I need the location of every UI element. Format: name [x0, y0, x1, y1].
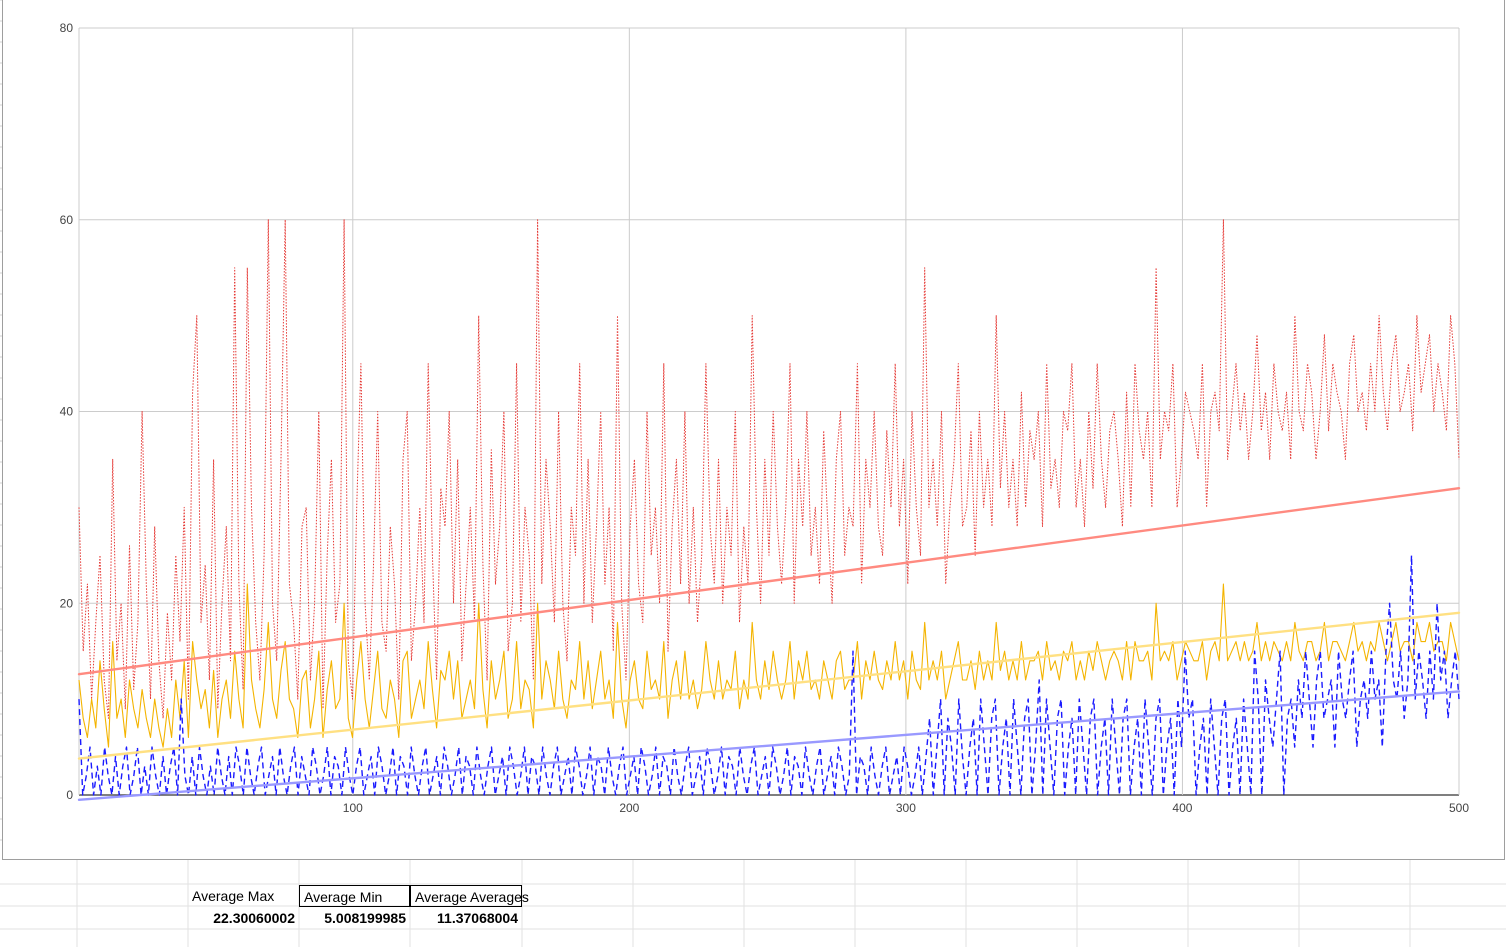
y-tick-label: 80	[60, 21, 74, 35]
trendline-1	[77, 487, 1461, 676]
x-tick-label: 200	[619, 801, 639, 815]
x-tick-label: 500	[1449, 801, 1469, 815]
value-average-max[interactable]: 22.30060002	[213, 910, 295, 926]
y-tick-label: 20	[60, 596, 74, 610]
header-average-min[interactable]: Average Min	[299, 885, 410, 907]
series-line-2	[78, 583, 1460, 748]
trendline-2	[77, 611, 1461, 760]
header-average-max[interactable]: Average Max	[192, 888, 275, 904]
x-tick-label: 100	[343, 801, 363, 815]
value-average-averages[interactable]: 11.37068004	[437, 910, 518, 926]
y-tick-label: 60	[60, 213, 74, 227]
chart-panel[interactable]: 0 20 40 60 80 100 200 300 400 500	[2, 0, 1505, 860]
y-tick-label: 40	[60, 405, 74, 419]
series-line-3	[78, 554, 1460, 796]
y-tick-label: 0	[66, 788, 73, 802]
header-average-averages[interactable]: Average Averages	[410, 885, 529, 907]
x-tick-label: 300	[896, 801, 916, 815]
x-tick-label: 400	[1172, 801, 1192, 815]
value-average-min[interactable]: 5.008199985	[324, 910, 406, 926]
line-chart: 0 20 40 60 80 100 200 300 400 500	[60, 21, 1470, 815]
trendline-3	[77, 690, 1461, 801]
series-line-1	[78, 219, 1460, 719]
